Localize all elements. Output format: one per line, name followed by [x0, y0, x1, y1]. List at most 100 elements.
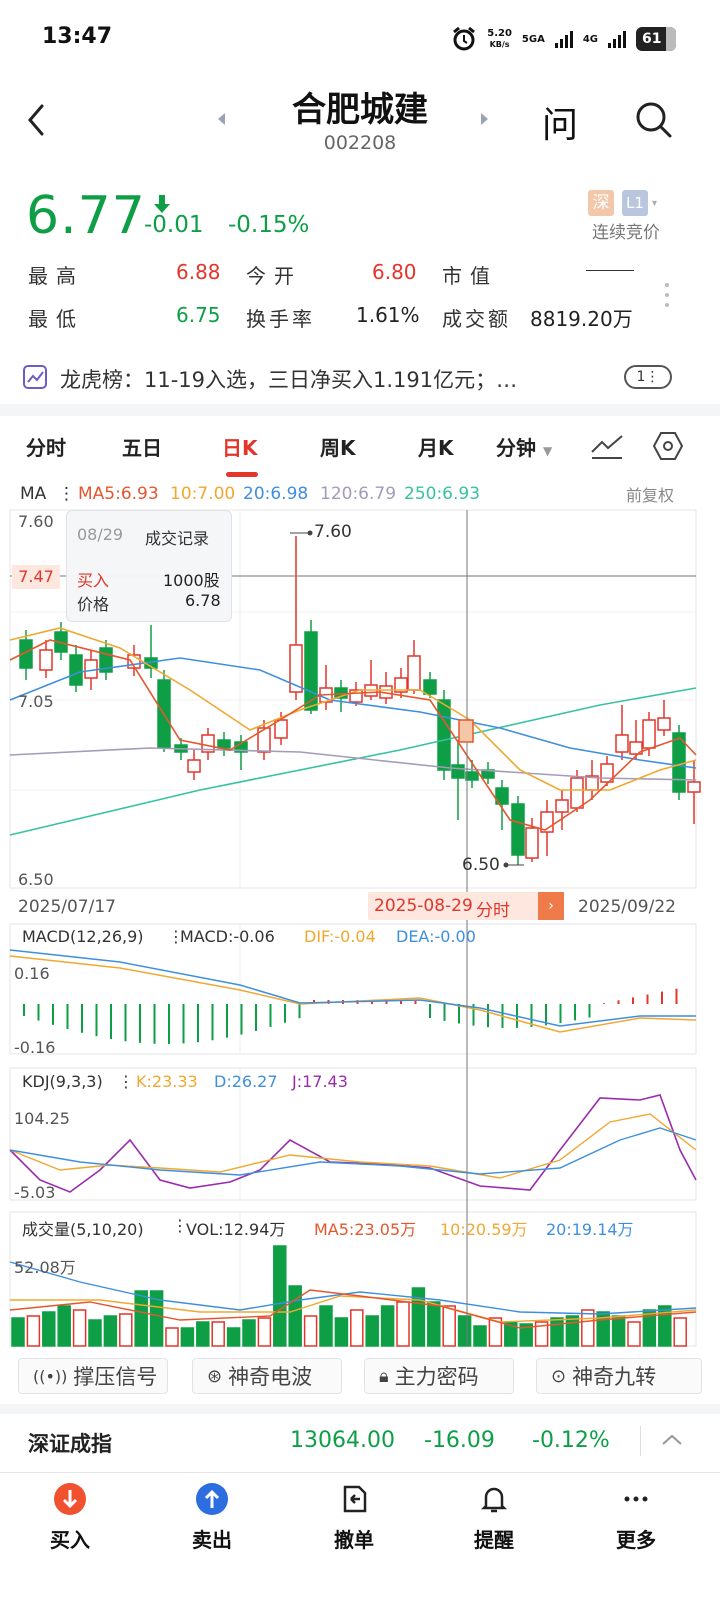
nav-more[interactable]: 更多 [586, 1480, 686, 1580]
volume-bar [350, 1309, 364, 1347]
tab-monthly-k[interactable]: 月K [418, 436, 454, 460]
wave-icon: ⊛ [207, 1365, 223, 1387]
nav-sell[interactable]: 卖出 [162, 1480, 262, 1580]
level-badge[interactable]: L1 [622, 190, 648, 216]
ma10-value: 10:7.00 [170, 484, 236, 504]
tab-timeshare[interactable]: 分时 [26, 436, 66, 460]
feature-magic-nine[interactable]: ⊙ 神奇九转 [536, 1358, 702, 1394]
tooltip-action-value: 1000股 [163, 571, 220, 590]
volume-bar [273, 1245, 287, 1347]
status-indicators: 5.20 KB/s 5GA 4G 61 [451, 24, 676, 54]
candle-body [407, 655, 421, 691]
candle-body [525, 827, 539, 859]
volume-title[interactable]: 成交量(5,10,20) [22, 1220, 144, 1239]
index-name: 深证成指 [28, 1432, 112, 1456]
volume-bar [488, 1317, 503, 1347]
ma-label[interactable]: MA [20, 484, 47, 504]
drawing-tool-icon[interactable] [590, 432, 624, 460]
tab-minute[interactable]: 分钟 ▼ [496, 436, 553, 460]
nav-cancel[interactable]: 撤单 [304, 1480, 404, 1580]
dragon-tiger-count[interactable]: 1⋮ [624, 365, 672, 389]
candle-body [84, 659, 98, 679]
adjust-mode[interactable]: 前复权 [626, 486, 675, 505]
open-value: 6.80 [372, 260, 417, 284]
tab-daily-k[interactable]: 日K [222, 436, 258, 460]
mcap-value [586, 270, 634, 271]
macd-menu-icon[interactable]: ⋮ [168, 927, 184, 946]
nav-sell-label: 卖出 [192, 1528, 232, 1552]
bell-icon [480, 1487, 508, 1513]
kdj-menu-icon[interactable]: ⋮ [118, 1072, 134, 1091]
kdj-y-bottom: -5.03 [14, 1183, 56, 1202]
stock-code: 002208 [323, 132, 397, 154]
price-change: -0.01 [144, 212, 204, 238]
candle-body [423, 679, 437, 695]
vol-ma5-value: MA5:23.05万 [314, 1220, 417, 1239]
kdj-series [9, 1094, 697, 1193]
candle-body [629, 741, 643, 755]
volume-bar [550, 1317, 564, 1347]
cancel-order-icon [343, 1485, 367, 1513]
crosshair-date-tag[interactable]: 2025-08-29 分时 › [368, 892, 564, 921]
back-arrow-icon[interactable] [22, 100, 52, 140]
kdj-d-value: D:26.27 [214, 1072, 278, 1091]
feature-support-resistance[interactable]: ((•)) 撑压信号 [18, 1358, 168, 1394]
volume-bar [165, 1327, 179, 1347]
next-stock-icon[interactable] [480, 112, 490, 126]
trade-record-tooltip: 08/29 成交记录 买入 1000股 价格 6.78 [66, 510, 232, 622]
tooltip-price-label: 价格 [77, 595, 110, 614]
kdj-y-top: 104.25 [14, 1109, 70, 1128]
index-bar[interactable]: 深证成指 13064.00 -16.09 -0.12% [0, 1414, 720, 1472]
volume-bar [180, 1327, 195, 1347]
nav-buy[interactable]: 买入 [20, 1480, 120, 1580]
low-mark-label: 6.50 [462, 855, 500, 875]
volume-menu-icon[interactable]: ⋮ [172, 1216, 188, 1235]
volume-bar [288, 1285, 302, 1347]
volume-bar [519, 1323, 533, 1347]
settings-hex-icon[interactable] [652, 430, 684, 462]
ma-line [9, 687, 697, 836]
volume-bar [57, 1305, 71, 1347]
dif-value: DIF:-0.04 [304, 927, 376, 946]
auction-status: 连续竞价 [592, 223, 660, 243]
ma-menu-icon[interactable]: ⋮ [58, 484, 75, 504]
candle-body [555, 799, 569, 813]
high-mark-dot [307, 530, 313, 536]
feature-main-code[interactable]: 🔒︎ 主力密码 [364, 1358, 514, 1394]
tab-five-day[interactable]: 五日 [122, 436, 162, 460]
section-divider-2 [0, 1404, 720, 1414]
candle-body [201, 734, 215, 753]
candle-body [511, 803, 525, 856]
ask-button[interactable]: 问 [542, 105, 579, 146]
nav-cancel-label: 撤单 [334, 1528, 374, 1552]
volume-bar [611, 1315, 626, 1347]
ma-line [9, 747, 697, 781]
exchange-badge: 深 [588, 190, 614, 216]
chevron-up-icon[interactable] [660, 1430, 684, 1450]
prev-stock-icon[interactable] [216, 112, 226, 126]
kline-chart[interactable] [0, 0, 720, 1360]
volume-bar [103, 1315, 118, 1347]
mcap-label: 市值 [442, 264, 498, 288]
kdj-k-value: K:23.33 [136, 1072, 198, 1091]
macd-title[interactable]: MACD(12,26,9) [22, 927, 144, 946]
kdj-j-line [9, 1094, 697, 1193]
tab-weekly-k[interactable]: 周K [320, 436, 356, 460]
dragon-tiger-row[interactable]: 龙虎榜：11-19入选，三日净买入1.191亿元；… 1⋮ [22, 360, 702, 396]
lock-icon: 🔒︎ [379, 1365, 389, 1387]
feature-magic-wave[interactable]: ⊛ 神奇电波 [192, 1358, 342, 1394]
sell-arrow-icon [196, 1483, 228, 1515]
nav-alert[interactable]: 提醒 [444, 1480, 544, 1580]
macd-y-top: 0.16 [14, 964, 50, 983]
open-label: 今开 [246, 264, 302, 288]
macd-y-bottom: -0.16 [14, 1038, 56, 1057]
level-dropdown-icon[interactable]: ▾ [652, 198, 658, 209]
crosshair-date: 2025-08-29 [374, 896, 473, 916]
volume-bar [534, 1321, 549, 1347]
kdj-title[interactable]: KDJ(9,3,3) [22, 1072, 103, 1091]
candlesticks [19, 536, 701, 865]
search-icon[interactable] [632, 98, 674, 140]
turnover-value: 1.61% [356, 303, 420, 327]
kdj-d-line [9, 1127, 697, 1176]
more-vertical-icon[interactable] [664, 282, 670, 308]
